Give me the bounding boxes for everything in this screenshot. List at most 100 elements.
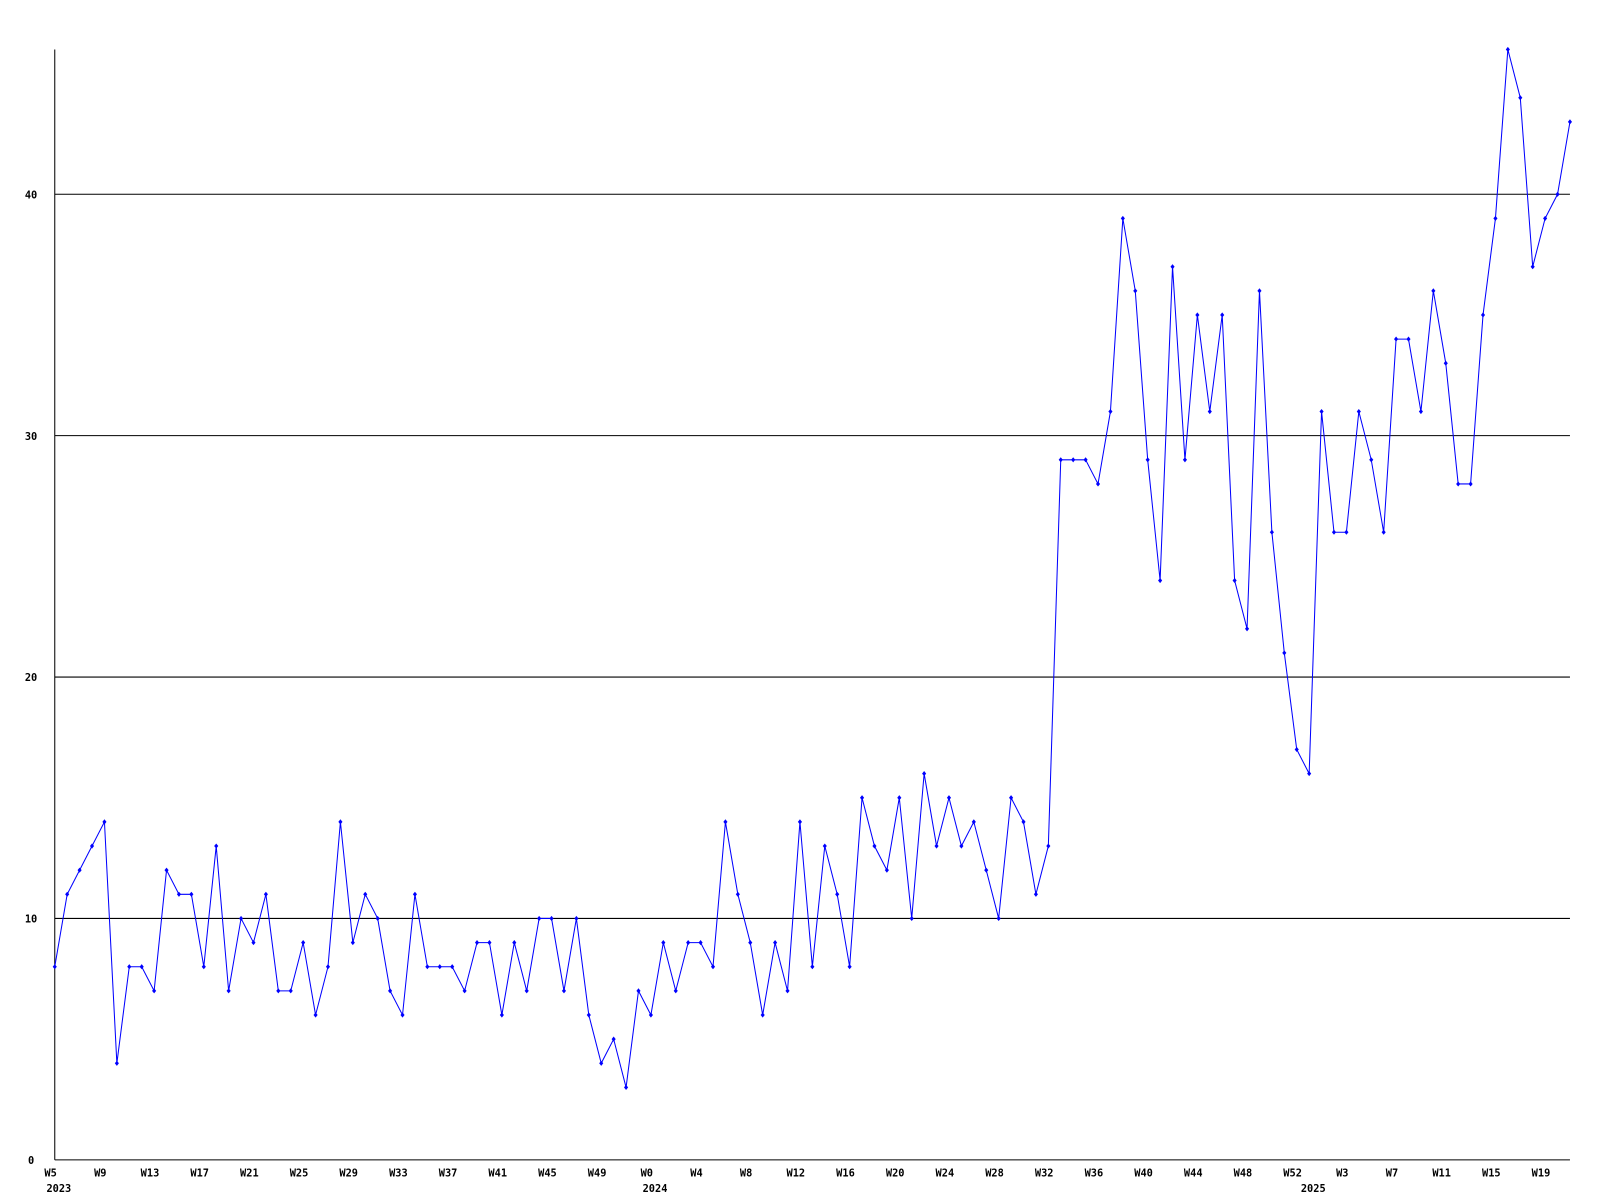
point-marker [611, 1036, 616, 1042]
point-marker [686, 940, 691, 946]
x-year-label: 2024 [643, 1183, 668, 1195]
point-marker [1282, 650, 1287, 656]
x-tick-label: W19 [1532, 1167, 1551, 1179]
point-marker [1530, 264, 1535, 270]
point-marker [1406, 336, 1411, 342]
point-marker [65, 891, 70, 897]
point-marker [810, 964, 815, 970]
point-marker [1505, 46, 1510, 53]
point-marker [1543, 215, 1548, 221]
point-marker [1021, 819, 1026, 825]
point-marker [1071, 457, 1076, 463]
x-tick-label: W37 [439, 1167, 458, 1179]
point-marker [1369, 457, 1374, 463]
x-tick-label: W16 [836, 1167, 855, 1179]
point-marker [1418, 408, 1423, 415]
point-marker [748, 940, 753, 946]
point-marker [599, 1060, 604, 1066]
point-marker [1083, 457, 1088, 463]
y-tick-label: 10 [25, 914, 37, 926]
point-marker [487, 940, 492, 946]
point-marker [1058, 457, 1063, 463]
x-tick-label: W36 [1085, 1167, 1104, 1179]
point-marker [1108, 408, 1113, 415]
point-marker [1182, 457, 1188, 463]
point-marker [822, 843, 827, 849]
point-marker [338, 819, 343, 825]
point-marker [102, 819, 107, 825]
x-tick-label: W24 [936, 1167, 955, 1179]
point-marker [922, 771, 927, 777]
point-marker [648, 1012, 653, 1018]
x-tick-label: W49 [588, 1167, 607, 1179]
point-marker [288, 988, 293, 994]
point-marker [77, 867, 82, 873]
point-marker [164, 867, 169, 873]
x-tick-label: W12 [787, 1167, 806, 1179]
x-tick-label: W44 [1184, 1167, 1203, 1179]
y-tick-label: 20 [25, 672, 37, 684]
point-marker [1269, 529, 1274, 535]
x-tick-label: W17 [190, 1167, 209, 1179]
point-marker [1133, 288, 1138, 294]
point-marker [1567, 119, 1573, 125]
point-marker [797, 819, 803, 825]
point-marker [214, 843, 219, 849]
point-marker [1331, 529, 1337, 535]
point-marker [847, 964, 852, 970]
x-tick-label: W13 [141, 1167, 160, 1179]
point-marker [934, 843, 939, 849]
point-marker [909, 915, 914, 922]
point-marker [412, 891, 417, 897]
point-marker [723, 819, 728, 825]
x-tick-label: W41 [488, 1167, 507, 1179]
point-marker [201, 964, 206, 970]
x-tick-label: W29 [339, 1167, 358, 1179]
point-marker [127, 964, 132, 970]
point-marker [1480, 312, 1486, 318]
point-marker [1145, 457, 1150, 463]
point-marker [1431, 288, 1436, 294]
point-marker [425, 964, 430, 970]
line [54, 49, 1571, 1088]
point-marker [859, 795, 865, 801]
point-marker [959, 843, 964, 849]
point-marker [363, 891, 368, 897]
point-marker [1220, 312, 1225, 318]
point-marker [760, 1012, 765, 1018]
point-marker [996, 915, 1001, 922]
point-marker [785, 988, 790, 994]
point-marker [537, 915, 542, 922]
x-tick-label: W40 [1134, 1167, 1153, 1179]
point-marker [1158, 577, 1163, 584]
x-tick-label: W21 [240, 1167, 259, 1179]
point-marker [1195, 312, 1200, 318]
point-marker [350, 940, 355, 946]
point-marker [1381, 529, 1386, 535]
point-marker [872, 843, 877, 849]
point-marker [1095, 481, 1101, 487]
point-marker [263, 891, 268, 897]
x-year-label: 2023 [46, 1183, 71, 1195]
point-marker [1046, 843, 1051, 849]
point-marker [1319, 408, 1324, 415]
x-tick-label: W9 [94, 1167, 106, 1179]
x-tick-label: W8 [740, 1167, 752, 1179]
point-marker [984, 867, 989, 873]
point-marker [114, 1060, 119, 1066]
point-marker [313, 1012, 318, 1018]
point-marker [1033, 891, 1038, 897]
point-marker [574, 915, 579, 922]
y-tick-label: 0 [28, 1155, 34, 1167]
point-marker [624, 1084, 629, 1090]
point-marker [276, 988, 281, 994]
point-marker [1207, 408, 1212, 415]
point-marker [189, 891, 194, 897]
point-marker [1307, 771, 1312, 777]
y-tick-label: 40 [25, 189, 37, 201]
point-marker [1170, 264, 1175, 270]
point-marker [524, 988, 529, 994]
point-marker [946, 795, 952, 801]
x-tick-label: W48 [1234, 1167, 1253, 1179]
